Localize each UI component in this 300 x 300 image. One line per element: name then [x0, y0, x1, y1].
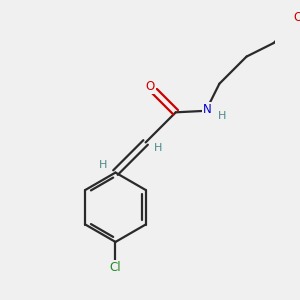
Text: H: H [98, 160, 107, 170]
Text: H: H [218, 111, 226, 121]
Text: O: O [146, 80, 155, 93]
Text: N: N [203, 103, 212, 116]
Text: Cl: Cl [110, 261, 121, 274]
Text: H: H [154, 143, 163, 153]
Text: O: O [294, 11, 300, 24]
